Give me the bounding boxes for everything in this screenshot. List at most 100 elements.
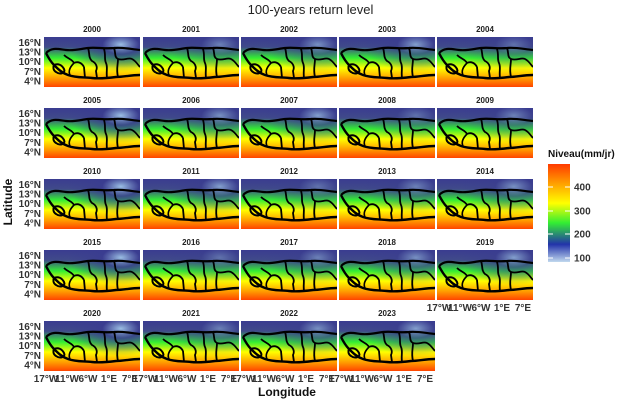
x-tick-label: 6°W [374,374,394,385]
legend: Niveau(mm/jr) 400 300 200 100 [548,149,615,265]
facet-title: 2007 [280,96,298,105]
legend-title: Niveau(mm/jr) [548,149,615,160]
facet-panel-2022: 2022 17°W11°W 6°W 1°E 7°E [231,309,337,385]
facet-panel-2003: 2003 [339,25,435,87]
facet-title: 2014 [476,167,494,176]
legend-colorbar [548,164,570,262]
facet-title: 2012 [280,167,298,176]
x-tick-label: 11°W [55,374,80,385]
y-tick-label: 13°N [19,119,41,130]
facet-title: 2011 [182,167,200,176]
facet-panel-2015: 2015 16°N13°N10°N7°N4°N [19,238,140,300]
y-tick-label: 7°N [24,351,41,362]
y-tick-label: 13°N [19,332,41,343]
y-tick-label: 16°N [19,180,41,191]
chart-title: 100-years return level [247,2,374,17]
y-tick-label: 16°N [19,251,41,262]
facet-panel-2010: 2010 16°N13°N10°N7°N4°N [19,167,140,229]
facet-title: 2005 [83,96,101,105]
x-tick-label: 7°E [122,374,139,385]
facet-panel-2002: 2002 [241,25,337,87]
y-tick-label: 4°N [24,289,41,300]
facet-title: 2001 [182,25,200,34]
facet-title: 2008 [378,96,396,105]
facet-title: 2013 [378,167,396,176]
x-tick-label: 7°E [319,374,336,385]
x-tick-label: 1°E [494,303,511,314]
y-axis-title-text: Latitude [1,178,15,225]
x-axis-title: Longitude [258,385,316,399]
y-tick-label: 16°N [19,38,41,49]
facet-panel-2017: 2017 [241,238,337,300]
facet-title: 2009 [476,96,494,105]
facet-panel-2011: 2011 [143,167,239,229]
x-tick-label: 17°W [133,374,158,385]
facet-title: 2016 [182,238,200,247]
facet-panel-2008: 2008 [339,96,435,158]
x-tick-label: 17°W [231,374,256,385]
facet-panel-2006: 2006 [143,96,239,158]
x-tick-label: 6°W [472,303,492,314]
facet-panel-2019: 2019 17°W11°W 6°W 1°E 7°E [427,238,533,314]
x-tick-label: 17°W [34,374,59,385]
y-tick-label: 7°N [24,209,41,220]
facet-title: 2000 [83,25,101,34]
facet-panel-2009: 2009 [437,96,533,158]
facet-panel-2007: 2007 [241,96,337,158]
legend-label: 100 [574,254,591,265]
y-tick-label: 7°N [24,67,41,78]
y-tick-label: 10°N [19,199,41,210]
y-tick-label: 7°N [24,280,41,291]
x-tick-label: 6°W [276,374,296,385]
y-axis-title: Latitude [1,178,15,225]
facet-panel-2004: 2004 [437,25,533,87]
facet-title: 2002 [280,25,298,34]
facet-title: 2017 [280,238,298,247]
facet-panel-2012: 2012 [241,167,337,229]
facet-panel-2023: 2023 17°W11°W 6°W 1°E 7°E [329,309,435,385]
x-tick-label: 1°E [200,374,217,385]
x-tick-label: 7°E [221,374,238,385]
x-tick-label: 11°W [252,374,277,385]
facet-panel-2016: 2016 [143,238,239,300]
y-tick-label: 16°N [19,109,41,120]
y-tick-label: 10°N [19,57,41,68]
facet-panel-2001: 2001 [143,25,239,87]
y-tick-label: 13°N [19,261,41,272]
x-tick-label: 6°W [178,374,198,385]
x-tick-label: 6°W [79,374,99,385]
facet-title: 2019 [476,238,494,247]
y-tick-label: 7°N [24,138,41,149]
facet-title: 2023 [378,309,396,318]
x-tick-label: 17°W [427,303,452,314]
facet-panel-2018: 2018 [339,238,435,300]
y-tick-label: 4°N [24,147,41,158]
legend-label: 200 [574,230,591,241]
x-tick-label: 17°W [329,374,354,385]
facet-title: 2006 [182,96,200,105]
y-tick-label: 4°N [24,76,41,87]
y-tick-label: 10°N [19,270,41,281]
legend-label: 400 [574,183,591,194]
facet-title: 2015 [83,238,101,247]
facet-panel-2020: 2020 16°N13°N10°N7°N4°N 17°W11°W 6°W 1°E 7°E [19,309,140,385]
facet-title: 2020 [83,309,101,318]
y-tick-label: 13°N [19,190,41,201]
facet-title: 2021 [182,309,200,318]
facet-title: 2010 [83,167,101,176]
facet-panel-2005: 2005 16°N13°N10°N7°N4°N [19,96,140,158]
facet-title: 2018 [378,238,396,247]
y-tick-label: 13°N [19,48,41,59]
facet-panel-2021: 2021 17°W11°W 6°W 1°E 7°E [133,309,239,385]
facet-title: 2003 [378,25,396,34]
facet-panel-2014: 2014 [437,167,533,229]
facet-title: 2004 [476,25,494,34]
y-tick-label: 4°N [24,360,41,371]
x-tick-label: 1°E [101,374,118,385]
x-tick-label: 11°W [154,374,179,385]
y-tick-label: 4°N [24,218,41,229]
x-tick-label: 1°E [298,374,315,385]
x-tick-label: 11°W [350,374,375,385]
